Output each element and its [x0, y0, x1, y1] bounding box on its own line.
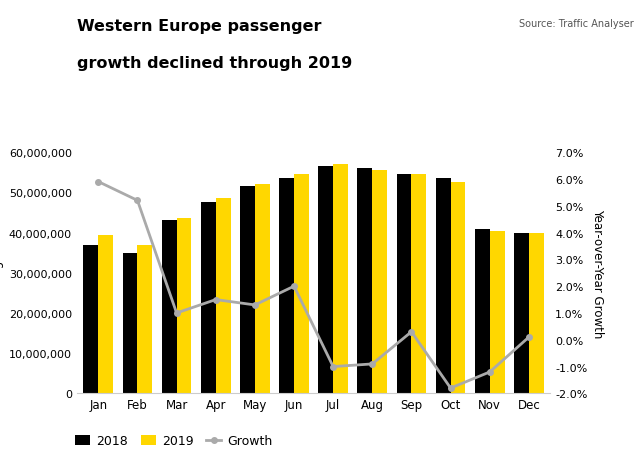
Bar: [177, 219, 191, 394]
Bar: [529, 233, 544, 394]
Bar: [333, 165, 348, 394]
Bar: [451, 183, 465, 394]
Bar: [162, 221, 177, 394]
Bar: [372, 171, 387, 394]
Bar: [201, 203, 216, 394]
Bar: [318, 167, 333, 394]
Growth: [525, 335, 532, 340]
Bar: [99, 235, 113, 394]
Bar: [216, 199, 230, 394]
Bar: [514, 233, 529, 394]
Bar: [138, 245, 152, 394]
Bar: [412, 175, 426, 394]
Y-axis label: Year-over-Year Growth: Year-over-Year Growth: [591, 209, 604, 338]
Growth: [134, 198, 141, 204]
Growth: [330, 364, 337, 369]
Text: growth declined through 2019: growth declined through 2019: [77, 56, 352, 70]
Growth: [408, 329, 415, 335]
Growth: [95, 180, 102, 185]
Bar: [436, 179, 451, 394]
Bar: [255, 185, 270, 394]
Bar: [294, 175, 309, 394]
Text: Source: Traffic Analyser: Source: Traffic Analyser: [519, 19, 634, 29]
Bar: [83, 245, 99, 394]
Growth: [369, 361, 376, 367]
Y-axis label: Passengers: Passengers: [0, 240, 3, 307]
Text: Western Europe passenger: Western Europe passenger: [77, 19, 321, 33]
Bar: [357, 169, 372, 394]
Bar: [279, 179, 294, 394]
Growth: [447, 385, 454, 391]
Bar: [475, 229, 490, 394]
Bar: [123, 253, 138, 394]
Legend: 2018, 2019, Growth: 2018, 2019, Growth: [70, 429, 278, 452]
Bar: [240, 187, 255, 394]
Growth: [212, 297, 220, 303]
Bar: [490, 231, 504, 394]
Growth: [290, 284, 298, 289]
Bar: [397, 175, 412, 394]
Growth: [251, 302, 259, 308]
Growth: [486, 369, 493, 375]
Line: Growth: Growth: [95, 180, 532, 391]
Growth: [173, 311, 180, 316]
